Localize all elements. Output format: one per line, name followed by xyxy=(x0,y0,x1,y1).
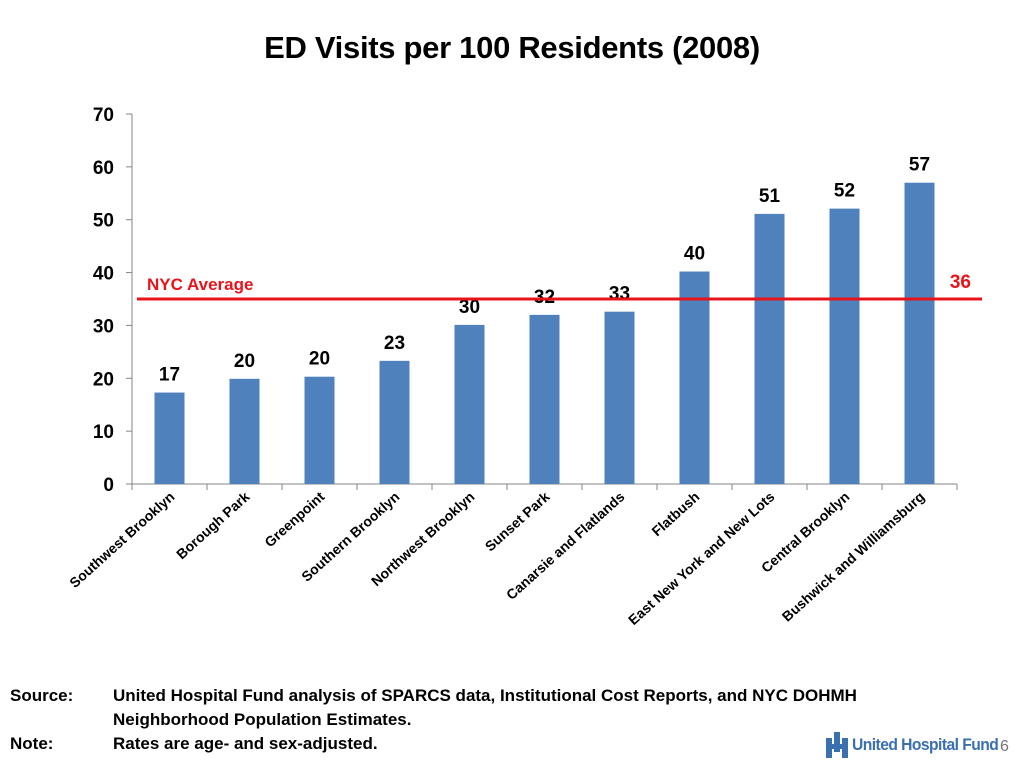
y-tick-label: 0 xyxy=(103,475,114,496)
category-label: Borough Park xyxy=(173,488,253,562)
category-label: Sunset Park xyxy=(482,488,553,554)
category-label: Flatbush xyxy=(648,488,702,539)
y-tick-label: 50 xyxy=(93,211,114,232)
data-label: 32 xyxy=(534,287,555,308)
bar-chart: 0 10 20 30 40 50 60 70 17 Southwest Brooklyn 20 Bor… xyxy=(66,105,982,628)
logo-text: United Hospital Fund xyxy=(852,735,999,754)
y-tick-label: 60 xyxy=(93,158,114,179)
bar-8 xyxy=(754,213,785,484)
bar-6 xyxy=(604,311,635,484)
category-label: East New York and New Lots xyxy=(625,488,778,628)
bar-9 xyxy=(829,208,860,484)
data-label: 51 xyxy=(759,186,781,207)
data-label: 23 xyxy=(384,333,405,354)
bar-4 xyxy=(454,324,485,484)
footer: Source: United Hospital Fund analysis of… xyxy=(10,684,913,756)
category-label: Greenpoint xyxy=(261,488,327,550)
data-label: 17 xyxy=(159,365,180,386)
category-label: Southwest Brooklyn xyxy=(66,488,177,590)
category-label: Bushwick and Williamsburg xyxy=(779,488,928,624)
bar-10 xyxy=(904,182,935,484)
source-label: Source: xyxy=(10,686,74,705)
logo-mark-icon xyxy=(826,732,848,758)
bar-1 xyxy=(229,378,260,484)
bar-2 xyxy=(304,376,335,484)
data-label: 20 xyxy=(234,351,255,372)
y-tick-label: 20 xyxy=(93,369,114,390)
bar-7 xyxy=(679,271,710,484)
bar-5 xyxy=(529,314,560,484)
data-label: 33 xyxy=(609,284,630,305)
y-tick-label: 10 xyxy=(93,422,114,443)
data-label: 57 xyxy=(909,155,930,176)
bar-0 xyxy=(154,392,185,484)
source-text: United Hospital Fund analysis of SPARCS … xyxy=(113,686,857,729)
page-number: 6 xyxy=(1000,738,1009,755)
united-hospital-fund-logo: United Hospital Fund xyxy=(826,732,1011,758)
data-label: 40 xyxy=(684,244,705,265)
note-text: Rates are age- and sex-adjusted. xyxy=(113,734,378,753)
y-tick-label: 40 xyxy=(93,264,114,285)
y-tick-label: 30 xyxy=(93,316,114,337)
nyc-average-value: 36 xyxy=(950,272,971,293)
data-label: 20 xyxy=(309,349,330,370)
chart-title: ED Visits per 100 Residents (2008) xyxy=(264,30,760,65)
data-label: 30 xyxy=(459,297,480,318)
bar-3 xyxy=(379,360,410,484)
nyc-average-label: NYC Average xyxy=(147,275,253,294)
note-label: Note: xyxy=(10,734,54,753)
y-tick-label: 70 xyxy=(93,105,114,126)
data-label: 52 xyxy=(834,181,855,202)
